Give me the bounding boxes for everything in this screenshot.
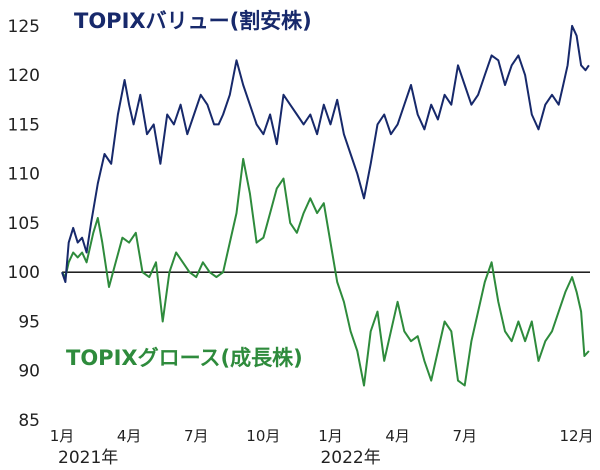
x-tick-label: 7月 [452,427,477,445]
year-label: 2021年 [58,448,118,468]
x-tick-label: 4月 [117,427,142,445]
series-label-value: TOPIXバリュー(割安株) [74,9,312,33]
x-tick-label: 12月 [560,427,594,445]
x-tick-label: 4月 [385,427,410,445]
x-tick-label: 7月 [184,427,209,445]
y-tick-label: 115 [8,115,40,135]
y-tick-label: 95 [18,312,40,332]
x-tick-label: 1月 [318,427,343,445]
x-tick-label: 1月 [50,427,75,445]
x-axis-ticks: 1月 4月 7月 10月 1月 4月 7月 12月 [50,427,594,445]
y-tick-label: 125 [8,17,40,37]
series-line-value [61,24,590,283]
series-label-growth: TOPIXグロース(成長株) [66,346,303,370]
y-axis-ticks: 85 90 95 100 105 110 115 120 125 [8,17,40,431]
y-tick-label: 120 [8,66,40,86]
year-label: 2022年 [320,448,380,468]
year-labels: 2021年 2022年 [58,448,381,468]
series-line-growth [61,157,590,387]
y-tick-label: 90 [18,362,40,382]
y-tick-label: 105 [8,214,40,234]
y-tick-label: 100 [8,263,40,283]
y-tick-label: 110 [8,165,40,185]
y-tick-label: 85 [18,411,40,431]
x-tick-label: 10月 [246,427,280,445]
